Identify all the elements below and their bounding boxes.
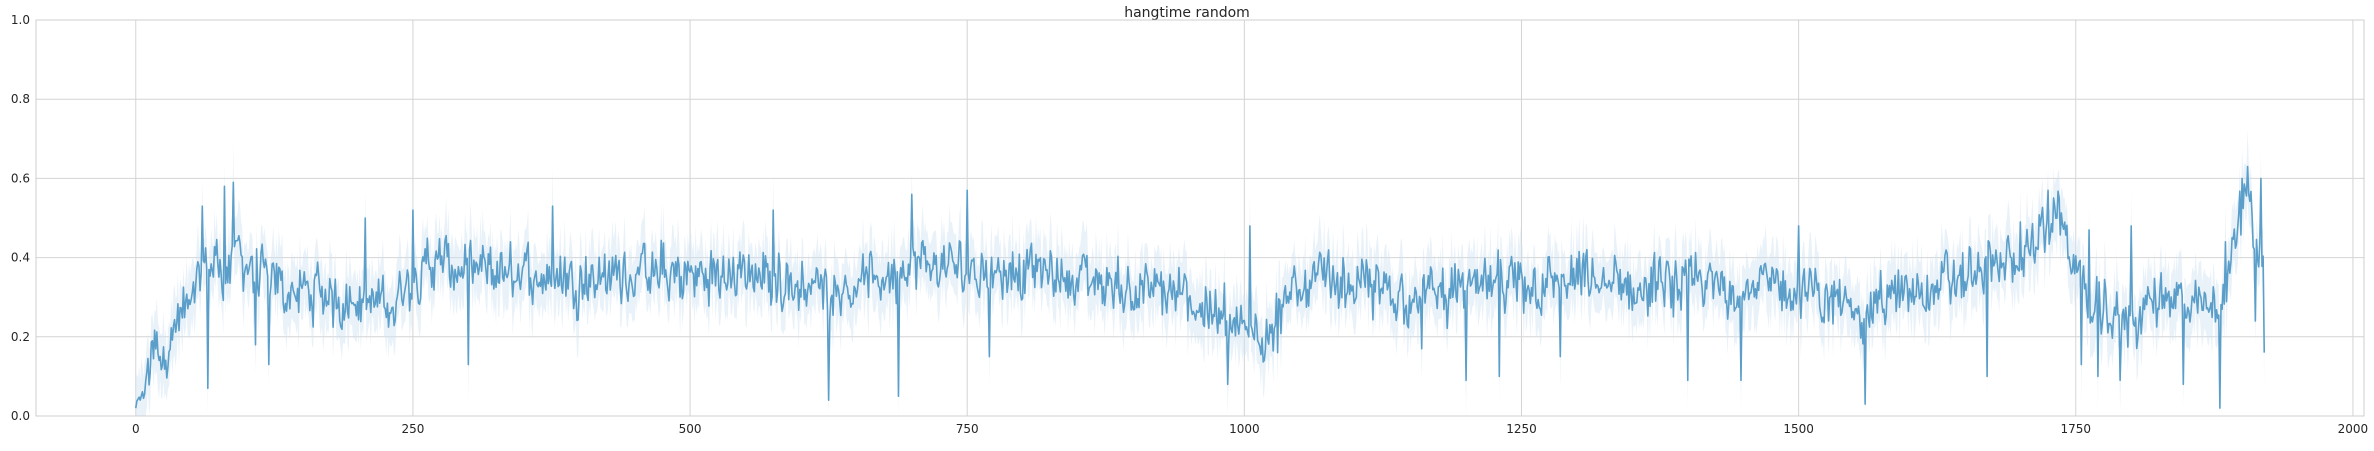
x-tick-label: 1500: [1783, 422, 1814, 436]
x-tick-label: 0: [132, 422, 140, 436]
plot-frame: [35, 19, 2365, 417]
x-tick-label: 1000: [1229, 422, 1260, 436]
x-tick-label: 2000: [2338, 422, 2369, 436]
x-tick-label: 500: [679, 422, 702, 436]
chart-title: hangtime random: [1124, 5, 1250, 21]
series-line: [134, 165, 2266, 409]
x-tick-label: 250: [401, 422, 424, 436]
y-tick-label: 1.0: [11, 13, 30, 27]
y-tick-label: 0.2: [11, 330, 30, 344]
y-tick-label: 0.0: [11, 409, 30, 423]
y-tick-label: 0.6: [11, 171, 30, 185]
x-tick-label: 750: [956, 422, 979, 436]
x-tick-label: 1250: [1506, 422, 1537, 436]
confidence-band: [135, 129, 2265, 416]
x-tick-label: 1750: [2060, 422, 2091, 436]
y-tick-label: 0.8: [11, 92, 30, 106]
y-tick-label: 0.4: [11, 251, 30, 265]
